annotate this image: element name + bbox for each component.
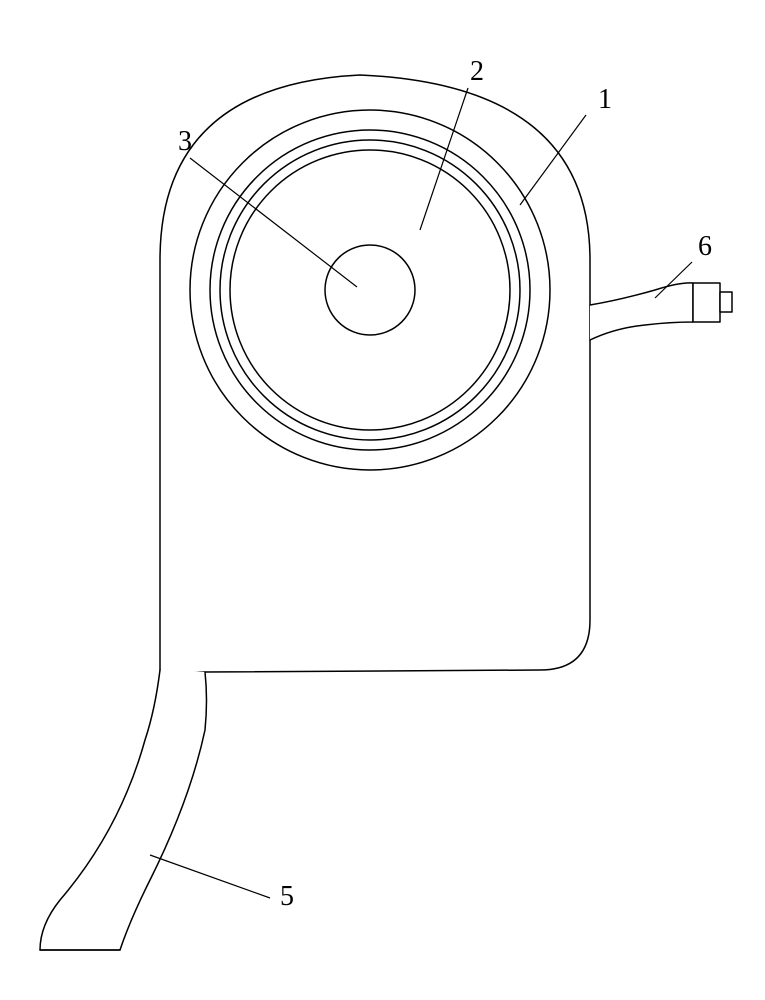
ring-1 [210, 130, 530, 450]
leader-line-1 [520, 115, 586, 205]
connector-body [693, 283, 720, 322]
label-5: 5 [280, 881, 294, 912]
label-1: 1 [598, 84, 612, 115]
label-2: 2 [470, 56, 484, 87]
ring-3 [230, 150, 510, 430]
leader-line-5 [150, 855, 270, 898]
ring-2 [220, 140, 520, 440]
outer-circle [190, 110, 550, 470]
right-tube [590, 283, 693, 340]
leader-line-3 [190, 158, 357, 287]
label-6: 6 [698, 231, 712, 262]
technical-diagram: 1 2 3 5 6 [0, 0, 765, 1000]
label-3: 3 [178, 126, 192, 157]
center-circle [325, 245, 415, 335]
connector-tip [720, 292, 732, 312]
callout-labels: 1 2 3 5 6 [150, 56, 712, 912]
lower-tube [40, 670, 207, 950]
device-body-outline [160, 75, 590, 680]
